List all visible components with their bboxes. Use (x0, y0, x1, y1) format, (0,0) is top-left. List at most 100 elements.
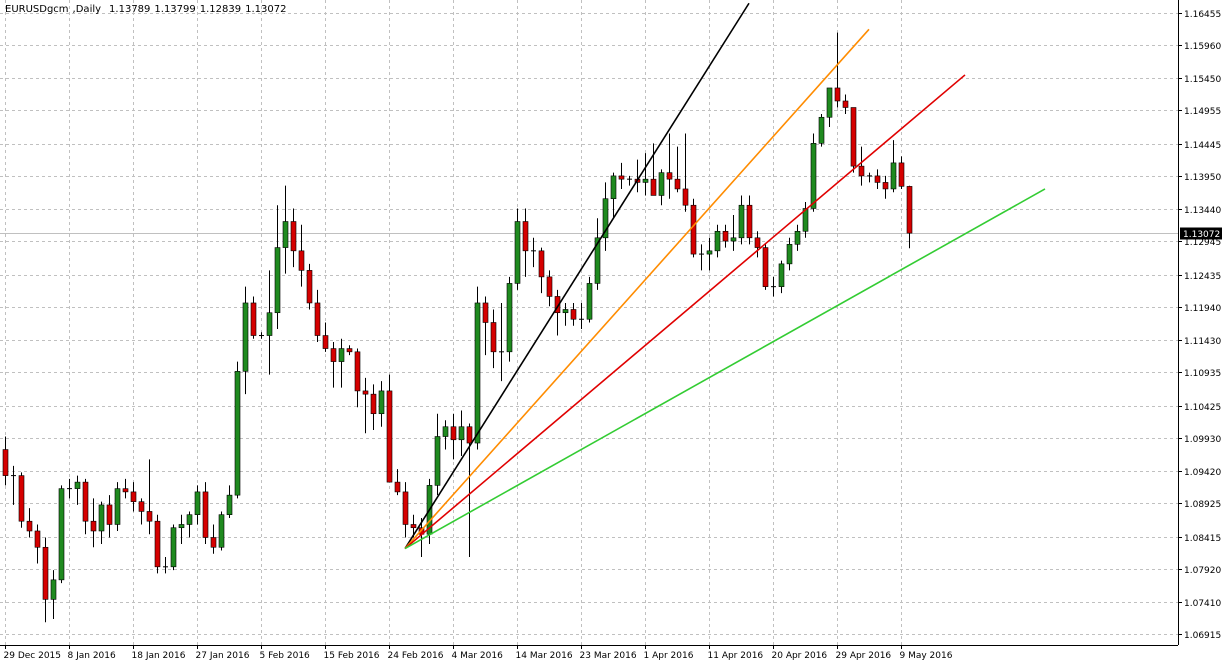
candle-body-bull (514, 221, 521, 284)
candle (202, 482, 209, 545)
candle (627, 175, 632, 186)
y-tick-label: 1.14445 (1184, 141, 1221, 151)
candle (818, 114, 825, 147)
candle (154, 514, 161, 574)
candle-body-bull (170, 527, 177, 568)
candle-body-bull (586, 283, 593, 320)
candle-body-bear (306, 270, 313, 304)
candle (538, 247, 545, 294)
candle (138, 498, 145, 525)
candle (602, 182, 609, 251)
candle-body-bear (690, 204, 697, 255)
candle (674, 146, 681, 193)
candle (394, 469, 401, 496)
candle-body-bear (42, 546, 49, 600)
trendline-black (404, 2, 750, 550)
candle-body-bull (234, 371, 241, 496)
candle (282, 185, 289, 274)
candle-body-bull (890, 162, 897, 190)
x-tick-label: 14 Mar 2016 (516, 651, 573, 661)
candle-body-bear (130, 491, 137, 502)
candle (850, 107, 857, 173)
candle-body-bull (186, 514, 193, 525)
candle-body-bull (50, 579, 57, 600)
candle (554, 289, 561, 336)
y-tick-label: 1.16455 (1184, 10, 1221, 20)
candle (218, 511, 225, 551)
candle (874, 169, 881, 189)
candle (402, 482, 409, 538)
x-tick-label: 11 Apr 2016 (708, 651, 764, 661)
candle (82, 478, 89, 535)
candle (163, 557, 168, 574)
candle (786, 237, 793, 271)
candle (642, 153, 649, 196)
candle-body-bull (434, 436, 441, 486)
candle-body-bear (330, 348, 337, 362)
candle (546, 270, 553, 307)
candle-body-bull (474, 302, 481, 444)
candle (186, 511, 193, 538)
candle (378, 381, 385, 427)
y-tick-label: 1.12435 (1184, 272, 1221, 282)
candle (266, 270, 273, 375)
candle (370, 384, 377, 430)
candle-body-bull (802, 208, 809, 232)
candle (746, 195, 753, 245)
candle-body-bear (394, 481, 401, 493)
candle-body-bull (714, 230, 721, 252)
candle-body-bear (354, 351, 361, 392)
trendline-green (404, 188, 1046, 550)
candle (754, 231, 761, 258)
trendline-red (404, 74, 966, 550)
candle (290, 208, 297, 268)
candle-body-bear (386, 390, 393, 483)
candle (722, 224, 729, 248)
symbol-label: EURUSDgcm ,Daily (5, 4, 102, 15)
candle (682, 133, 689, 212)
candle (330, 342, 337, 388)
candle-body-bear (82, 481, 89, 522)
candle-body-bear (346, 348, 353, 353)
candle-body-bull (730, 237, 737, 242)
candle (826, 87, 833, 128)
candle (11, 465, 16, 505)
candle-body-bear (906, 186, 913, 234)
open-value: 1.13789 (109, 4, 151, 15)
y-tick-label: 1.12945 (1184, 238, 1221, 248)
candle (474, 286, 481, 450)
candle (810, 133, 817, 212)
candle-body-bear (26, 520, 33, 532)
candle-body-bull (738, 204, 745, 239)
candle (794, 224, 801, 251)
candle (362, 377, 369, 434)
candle-body-bear (410, 524, 417, 529)
candle (562, 302, 569, 326)
x-tick-label: 9 May 2016 (900, 651, 953, 661)
candle-body-bear (370, 393, 377, 415)
current-price-label: 1.13072 (1183, 230, 1220, 240)
candle (499, 302, 504, 382)
candle (354, 348, 361, 408)
candle (714, 224, 721, 258)
candle-body-bear (490, 322, 497, 353)
candle (890, 140, 897, 193)
candle (338, 338, 345, 388)
candle-body-bear (842, 100, 849, 108)
y-tick-label: 1.13950 (1184, 173, 1221, 183)
candle (514, 208, 521, 290)
candle (274, 205, 281, 330)
candle (658, 169, 665, 206)
candle (906, 185, 913, 249)
close-value: 1.13072 (245, 4, 287, 15)
candle-body-bull (778, 263, 785, 287)
candle (250, 296, 257, 339)
candle-body-bull (458, 426, 465, 441)
candle-body-bear (202, 491, 209, 538)
candle-body-bear (18, 475, 25, 522)
candle-body-bear (666, 172, 673, 180)
candle (146, 459, 153, 535)
candle (90, 498, 97, 548)
